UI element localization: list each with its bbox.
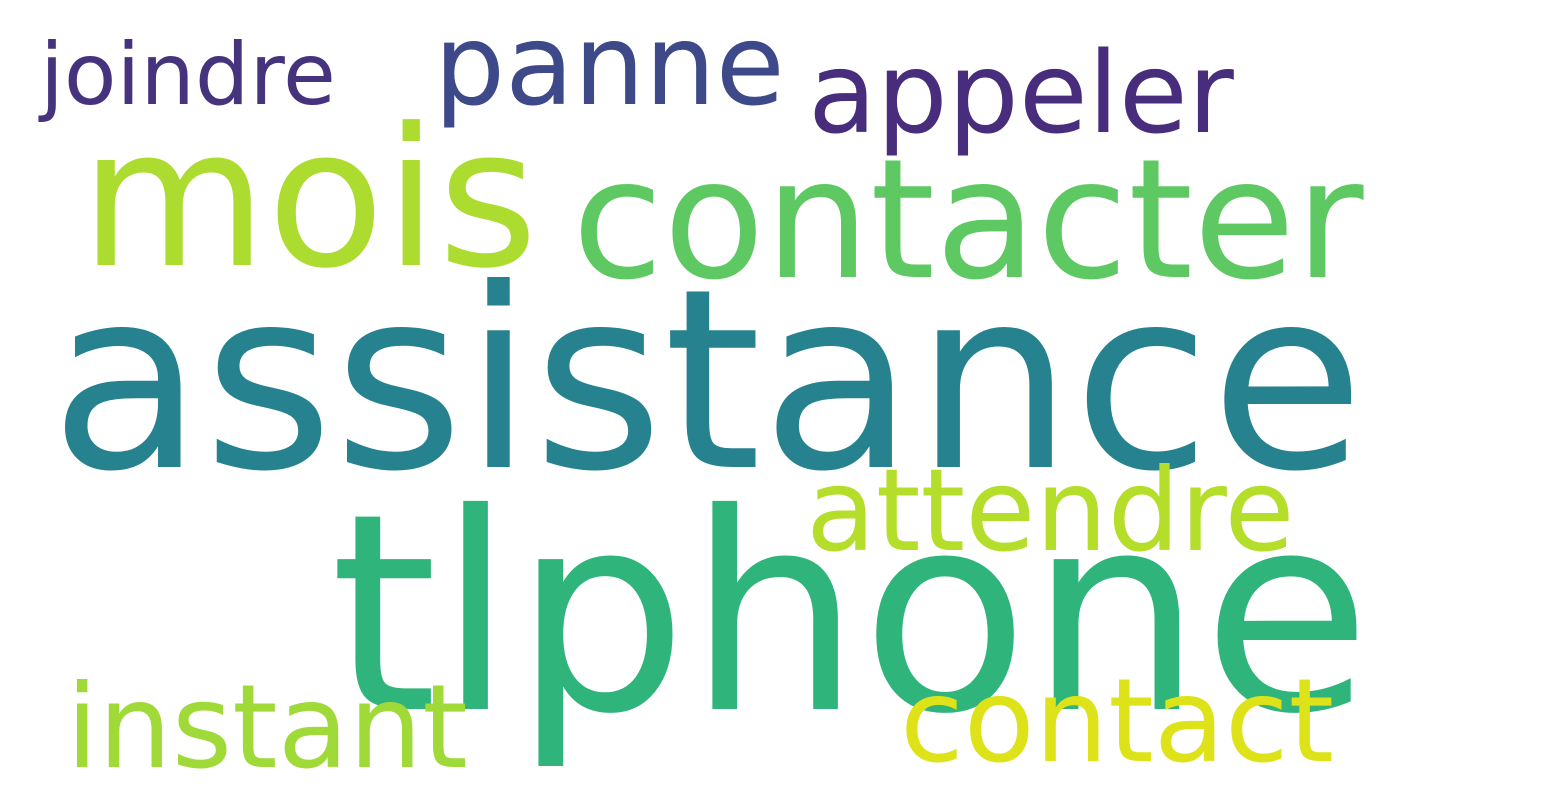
word-attendre: attendre bbox=[806, 444, 1295, 577]
word-tlphone: tlphone bbox=[330, 455, 1372, 774]
word-instant: instant bbox=[66, 660, 468, 795]
word-contacter: contacter bbox=[572, 124, 1364, 317]
word-appeler: appeler bbox=[808, 29, 1234, 159]
word-joindre: joindre bbox=[40, 25, 336, 125]
word-contact: contact bbox=[900, 654, 1335, 789]
word-mois: mois bbox=[80, 88, 538, 311]
word-assistance: assistance bbox=[50, 235, 1365, 526]
word-panne: panne bbox=[434, 1, 785, 131]
